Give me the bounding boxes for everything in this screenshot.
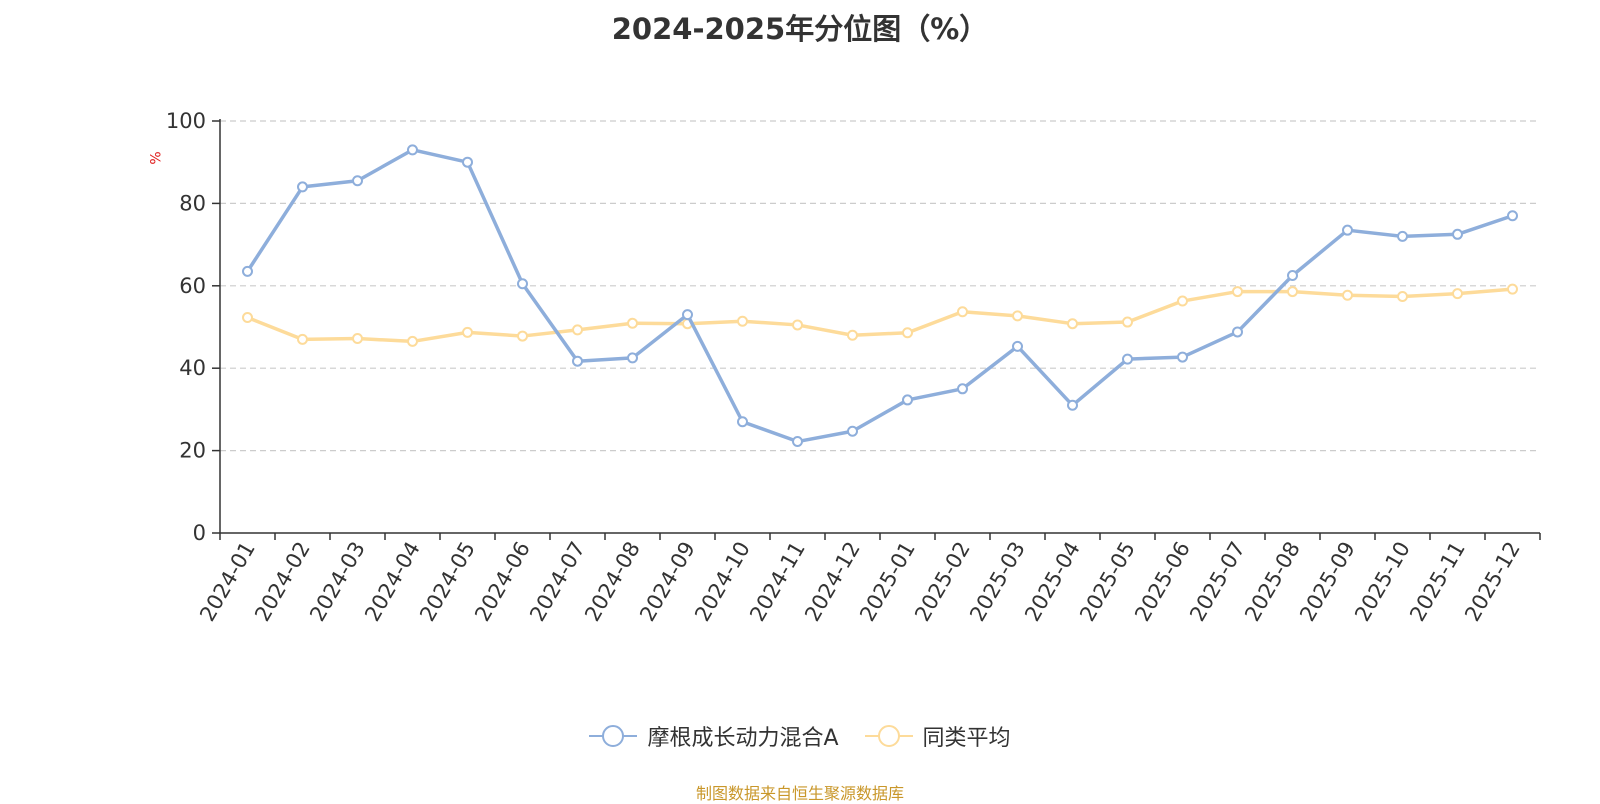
data-point-1 (627, 317, 638, 329)
data-point-0 (957, 383, 968, 395)
data-point-1 (1067, 318, 1078, 330)
x-tick-label: 2025-12 (1460, 538, 1525, 626)
y-tick-label: 0 (193, 521, 206, 545)
data-point-1 (1452, 288, 1463, 300)
series-line-1 (246, 287, 1513, 344)
y-tick-label: 60 (179, 274, 206, 298)
data-point-1 (902, 327, 913, 339)
data-point-0 (1067, 399, 1078, 411)
data-point-0 (682, 309, 693, 321)
legend-marker-average-icon (864, 725, 913, 747)
data-point-1 (1177, 295, 1188, 307)
data-point-1 (1507, 283, 1518, 295)
data-point-1 (242, 312, 253, 324)
legend-marker-fund-icon (589, 725, 638, 747)
legend: 摩根成长动力混合A 同类平均 (0, 720, 1600, 752)
series-line-0 (246, 148, 1514, 444)
data-point-0 (352, 175, 363, 187)
legend-item-average[interactable]: 同类平均 (864, 720, 1011, 752)
data-point-1 (792, 319, 803, 331)
data-point-0 (462, 156, 473, 168)
data-point-1 (1012, 310, 1023, 322)
data-point-1 (352, 333, 363, 345)
y-tick-label: 100 (166, 109, 206, 133)
line-chart: 0204060801002024-012024-022024-032024-04… (166, 109, 1541, 626)
data-point-1 (297, 333, 308, 345)
data-point-0 (1177, 351, 1188, 363)
data-point-1 (1397, 291, 1408, 303)
legend-item-fund[interactable]: 摩根成长动力混合A (589, 720, 839, 752)
data-point-1 (737, 315, 748, 327)
data-point-0 (1397, 230, 1408, 242)
data-point-0 (572, 355, 583, 367)
data-point-0 (297, 181, 308, 193)
data-point-0 (242, 265, 253, 277)
data-point-0 (902, 394, 913, 406)
data-point-1 (1122, 316, 1133, 328)
chart-title: 2024-2025年分位图（%） (611, 12, 989, 46)
data-point-1 (1287, 286, 1298, 298)
data-point-0 (407, 144, 418, 156)
data-point-0 (1287, 270, 1298, 281)
data-point-1 (847, 329, 858, 341)
data-point-1 (462, 326, 473, 338)
data-point-0 (1342, 224, 1353, 236)
data-point-1 (1232, 286, 1243, 298)
data-point-1 (517, 330, 528, 342)
data-point-0 (737, 416, 748, 428)
data-point-1 (1342, 289, 1353, 301)
y-tick-label: 80 (179, 191, 206, 215)
data-point-0 (847, 425, 858, 437)
data-point-0 (1232, 326, 1243, 338)
data-point-1 (572, 324, 583, 336)
y-tick-label: 40 (179, 356, 206, 380)
data-point-0 (1452, 228, 1463, 240)
legend-label-average: 同类平均 (922, 726, 1011, 751)
data-point-0 (1122, 353, 1133, 365)
y-tick-label: 20 (179, 439, 206, 463)
legend-label-fund: 摩根成长动力混合A (647, 726, 839, 751)
data-point-0 (627, 352, 638, 364)
data-point-0 (1012, 340, 1023, 352)
data-point-1 (957, 306, 968, 318)
data-point-0 (1507, 210, 1518, 222)
source-footer: 制图数据来自恒生聚源数据库 (695, 784, 904, 803)
data-point-1 (407, 335, 418, 347)
data-point-0 (517, 278, 528, 290)
data-point-0 (792, 436, 803, 448)
